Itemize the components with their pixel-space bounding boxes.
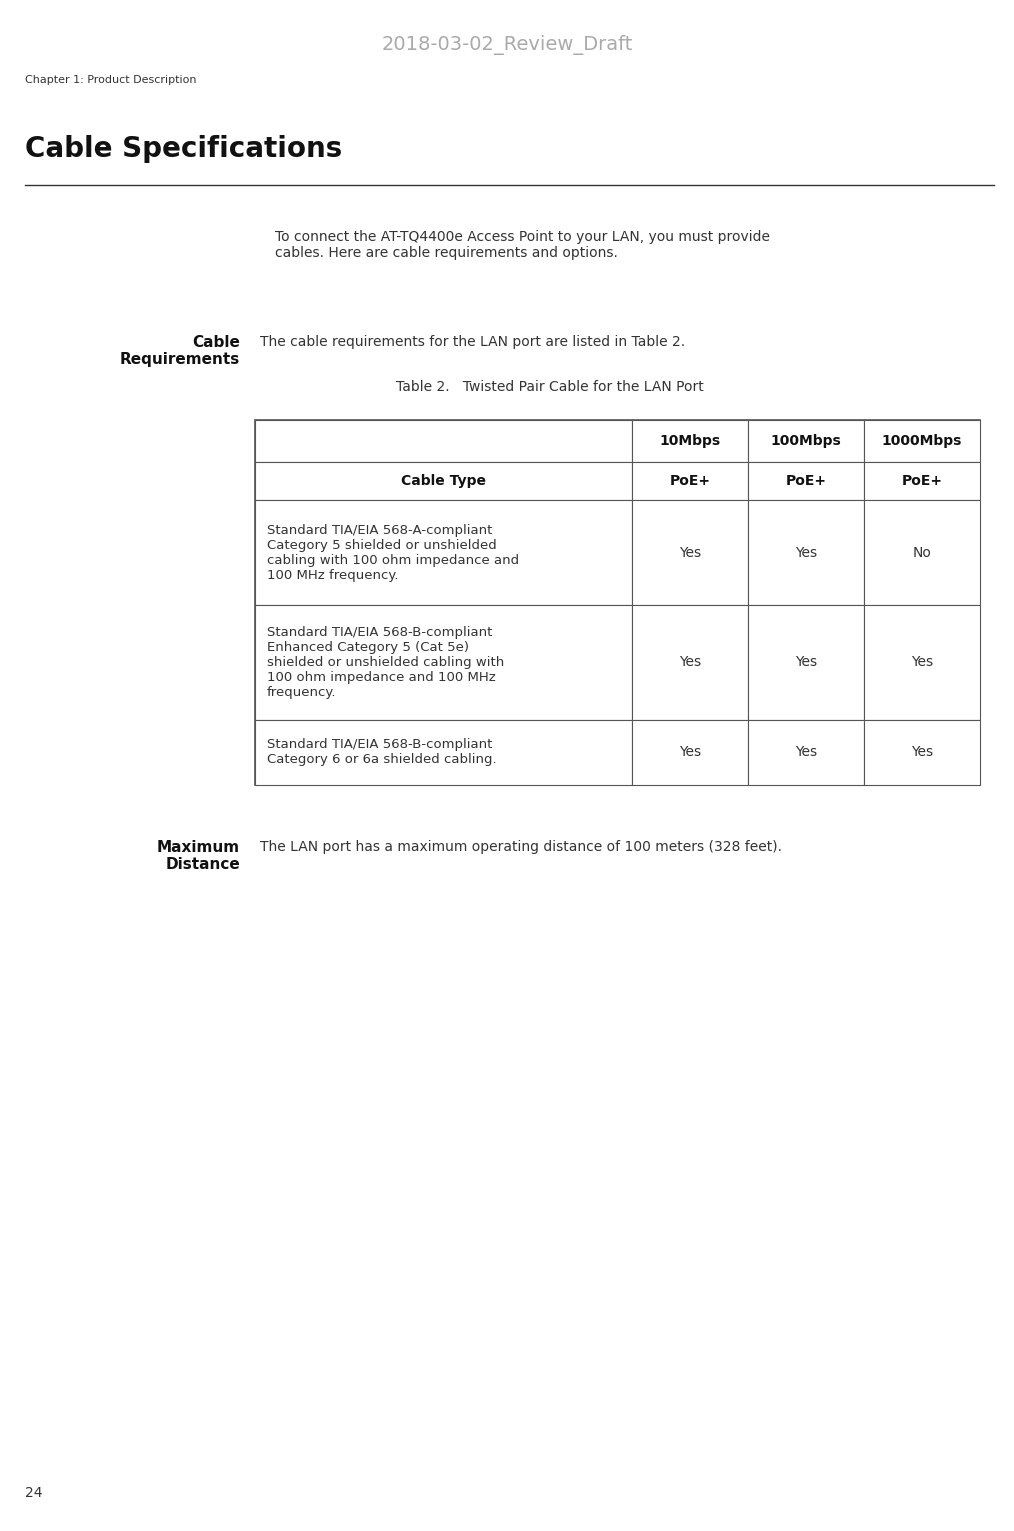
Text: Standard TIA/EIA 568-B-compliant
Enhanced Category 5 (Cat 5e)
shielded or unshie: Standard TIA/EIA 568-B-compliant Enhance…: [267, 626, 504, 700]
Text: 24: 24: [25, 1487, 43, 1500]
Bar: [632, 419, 748, 462]
Text: PoE+: PoE+: [786, 475, 826, 488]
Text: PoE+: PoE+: [901, 475, 942, 488]
Text: The LAN port has a maximum operating distance of 100 meters (328 feet).: The LAN port has a maximum operating dis…: [260, 841, 782, 854]
Bar: [748, 720, 864, 785]
Text: Standard TIA/EIA 568-B-compliant
Category 6 or 6a shielded cabling.: Standard TIA/EIA 568-B-compliant Categor…: [267, 738, 497, 767]
Bar: [864, 462, 980, 501]
Text: Cable Specifications: Cable Specifications: [25, 135, 343, 162]
Bar: [255, 462, 632, 501]
Text: Yes: Yes: [795, 746, 817, 759]
Bar: [748, 462, 864, 501]
Text: No: No: [913, 545, 932, 559]
Text: Yes: Yes: [795, 545, 817, 559]
Text: PoE+: PoE+: [669, 475, 711, 488]
Bar: [748, 501, 864, 605]
Bar: [632, 501, 748, 605]
Bar: [632, 720, 748, 785]
Text: To connect the AT-TQ4400e Access Point to your LAN, you must provide
cables. Her: To connect the AT-TQ4400e Access Point t…: [275, 230, 770, 260]
Bar: [255, 720, 632, 785]
Text: Yes: Yes: [911, 655, 933, 669]
Bar: [864, 501, 980, 605]
Text: 1000Mbps: 1000Mbps: [882, 433, 962, 449]
Text: Maximum
Distance: Maximum Distance: [157, 841, 240, 873]
Text: Yes: Yes: [679, 746, 701, 759]
Text: 10Mbps: 10Mbps: [659, 433, 721, 449]
Bar: [255, 501, 632, 605]
Bar: [255, 605, 632, 720]
Bar: [864, 605, 980, 720]
Text: Chapter 1: Product Description: Chapter 1: Product Description: [25, 75, 197, 86]
Text: 2018-03-02_Review_Draft: 2018-03-02_Review_Draft: [381, 35, 633, 55]
Bar: [864, 419, 980, 462]
Bar: [632, 462, 748, 501]
Bar: [748, 605, 864, 720]
Bar: [864, 720, 980, 785]
Text: The cable requirements for the LAN port are listed in Table 2.: The cable requirements for the LAN port …: [260, 335, 685, 349]
Text: Cable
Requirements: Cable Requirements: [120, 335, 240, 367]
Text: 100Mbps: 100Mbps: [771, 433, 842, 449]
Bar: [632, 605, 748, 720]
Text: Yes: Yes: [679, 655, 701, 669]
Text: Yes: Yes: [679, 545, 701, 559]
Bar: [255, 419, 632, 462]
Text: Cable Type: Cable Type: [401, 475, 486, 488]
Text: Standard TIA/EIA 568-A-compliant
Category 5 shielded or unshielded
cabling with : Standard TIA/EIA 568-A-compliant Categor…: [267, 524, 519, 582]
Text: Yes: Yes: [795, 655, 817, 669]
Bar: [748, 419, 864, 462]
Bar: [255, 419, 980, 785]
Text: Table 2.   Twisted Pair Cable for the LAN Port: Table 2. Twisted Pair Cable for the LAN …: [396, 380, 704, 393]
Text: Yes: Yes: [911, 746, 933, 759]
